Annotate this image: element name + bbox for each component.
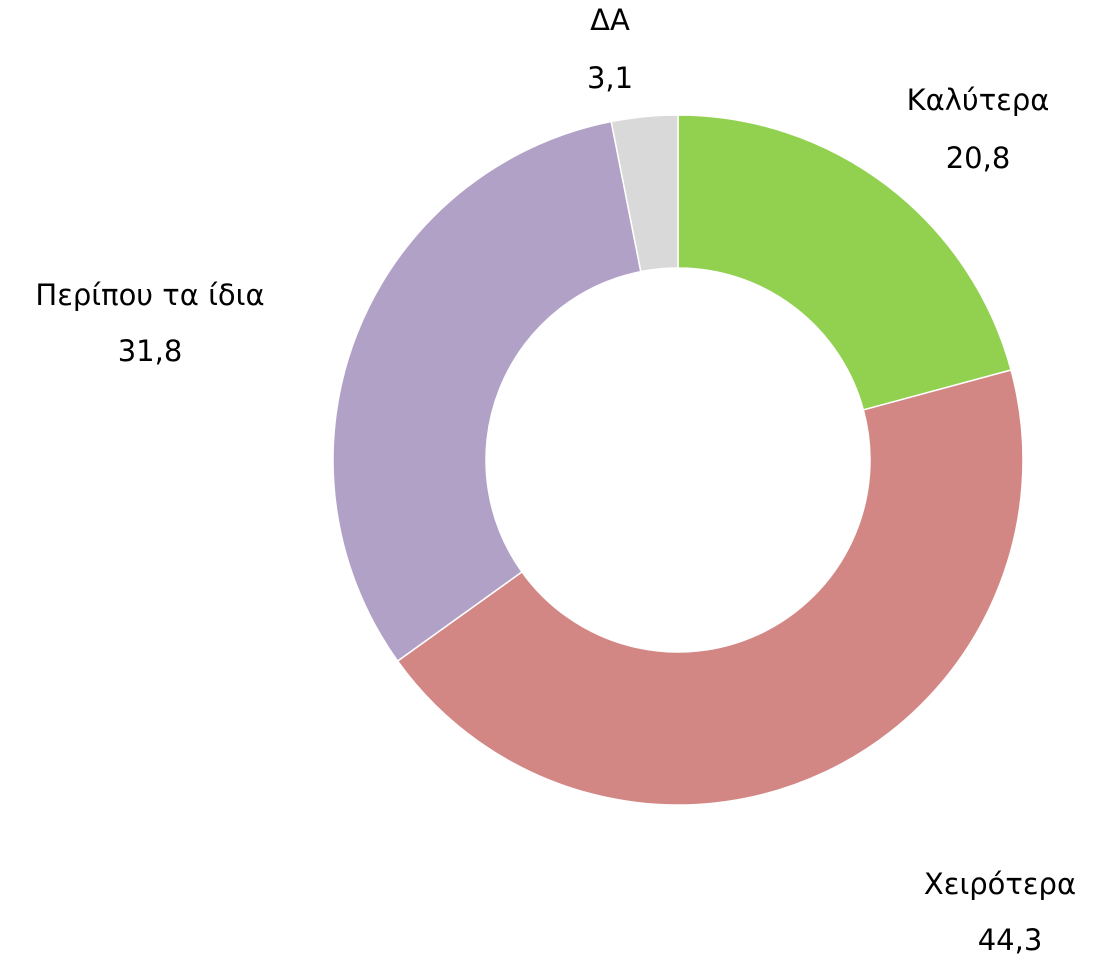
slice-label: ΔΑ bbox=[590, 3, 630, 37]
value-label: 31,8 bbox=[118, 334, 183, 368]
slice-label: Χειρότερα bbox=[924, 867, 1076, 901]
value-label: 44,3 bbox=[978, 923, 1043, 957]
value-label: 3,1 bbox=[587, 61, 633, 95]
value-label: 20,8 bbox=[946, 141, 1011, 175]
donut-slice bbox=[396, 369, 1024, 806]
slice-label: Καλύτερα bbox=[907, 83, 1050, 117]
donut-slice bbox=[332, 120, 642, 663]
donut-slice bbox=[677, 114, 1012, 411]
slice-label: Περίπου τα ίδια bbox=[35, 278, 264, 312]
donut-slice bbox=[610, 114, 679, 273]
